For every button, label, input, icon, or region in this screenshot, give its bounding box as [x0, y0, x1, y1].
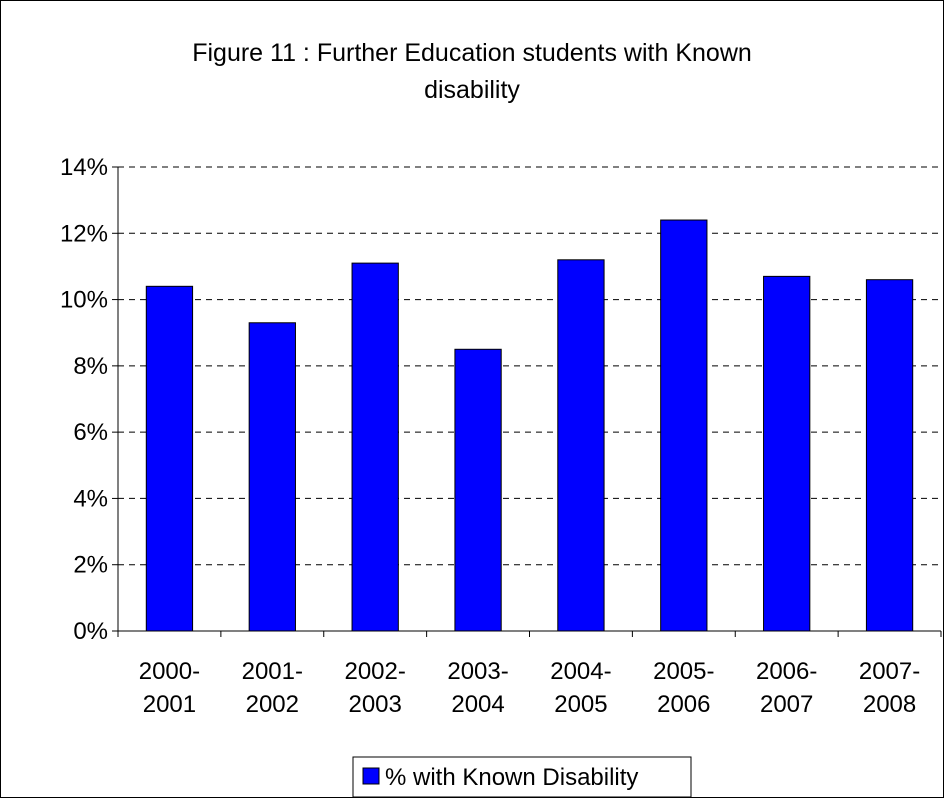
bar: [145, 285, 194, 632]
x-tick-label: 2006: [657, 691, 710, 718]
bar: [660, 219, 708, 632]
chart-title-line-1: Figure 11 : Further Education students w…: [192, 39, 752, 67]
x-tick-label: 2001: [143, 691, 196, 718]
x-tick-label: 2004-: [550, 658, 611, 685]
bar: [454, 348, 502, 632]
y-tick-label: 14%: [60, 154, 108, 181]
bar: [351, 262, 399, 632]
chart-title-line-2: disability: [424, 76, 520, 104]
bar: [557, 259, 605, 632]
legend-swatch: [362, 767, 380, 785]
x-tick-label: 2005: [554, 691, 607, 718]
legend: % with Known Disability: [352, 756, 692, 797]
bars: [145, 219, 914, 632]
bar: [763, 275, 811, 632]
x-tick-label: 2006-: [756, 658, 817, 685]
x-tick-label: 2004: [451, 691, 504, 718]
y-tick-label: 0%: [73, 618, 108, 645]
x-tick-label: 2007: [760, 691, 813, 718]
bar: [865, 279, 914, 632]
x-tick-label: 2003-: [447, 658, 508, 685]
axes: [112, 166, 942, 637]
x-tick-label: 2005-: [653, 658, 714, 685]
x-tick-label: 2008: [863, 691, 916, 718]
y-tick-label: 12%: [60, 220, 108, 247]
x-tick-label: 2001-: [242, 658, 303, 685]
x-tick-label: 2000-: [139, 658, 200, 685]
y-tick-label: 6%: [73, 419, 108, 446]
legend-box: [352, 756, 692, 797]
y-tick-label: 2%: [73, 552, 108, 579]
y-tick-label: 10%: [60, 287, 108, 314]
chart-title: Figure 11 : Further Education students w…: [192, 39, 752, 104]
gridlines: [118, 166, 941, 566]
bar: [248, 322, 296, 632]
x-axis-tick-labels: 2000- 2001 2001- 2002 2002- 2003 2003- 2004 2004…: [139, 658, 921, 718]
legend-label: % with Known Disability: [385, 764, 638, 791]
y-axis-tick-labels: 0% 2% 4% 6% 8% 10% 12% 14%: [60, 154, 108, 645]
x-tick-label: 2002-: [344, 658, 405, 685]
x-tick-label: 2007-: [859, 658, 920, 685]
y-tick-label: 4%: [73, 485, 108, 512]
x-tick-label: 2002: [246, 691, 299, 718]
y-tick-label: 8%: [73, 353, 108, 380]
x-tick-label: 2003: [348, 691, 401, 718]
